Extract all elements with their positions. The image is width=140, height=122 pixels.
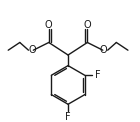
Text: F: F — [65, 112, 71, 122]
Text: O: O — [84, 20, 91, 30]
Text: F: F — [94, 70, 100, 80]
Text: O: O — [29, 45, 36, 55]
Text: O: O — [45, 20, 53, 30]
Text: O: O — [100, 45, 108, 55]
